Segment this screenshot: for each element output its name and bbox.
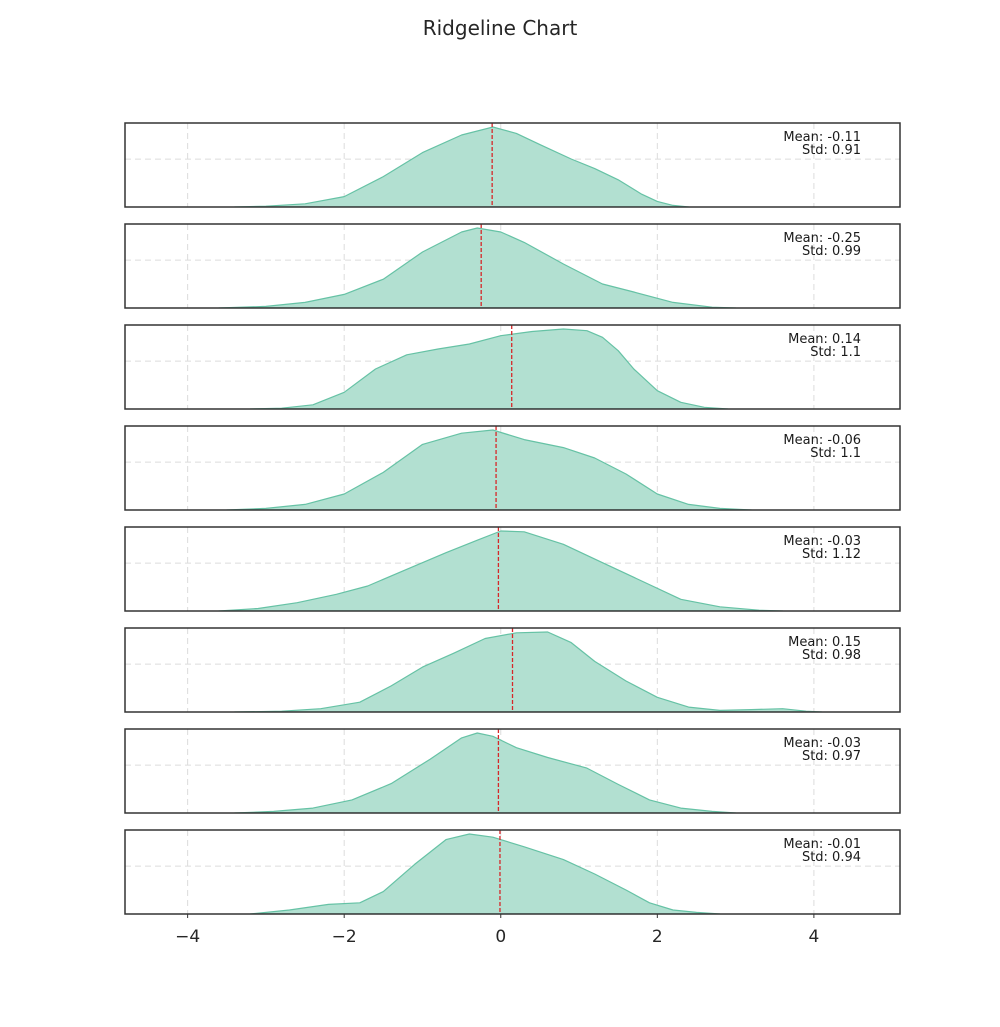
std-label: Std: 1.12 bbox=[802, 547, 861, 562]
chart-title: Ridgeline Chart bbox=[422, 16, 578, 40]
std-label: Std: 0.91 bbox=[802, 143, 861, 158]
std-label: Std: 0.98 bbox=[802, 648, 861, 663]
panel-frame bbox=[124, 728, 901, 814]
x-tick-label: −2 bbox=[332, 927, 357, 947]
density-area bbox=[218, 530, 784, 611]
density-area bbox=[234, 732, 737, 813]
panel-frame bbox=[124, 627, 901, 713]
mean-label: Mean: -0.03 bbox=[783, 736, 861, 751]
mean-label: Mean: -0.06 bbox=[783, 433, 861, 448]
mean-label: Mean: -0.03 bbox=[783, 534, 861, 549]
panel-frame bbox=[124, 122, 901, 208]
panel-frame bbox=[124, 324, 901, 410]
panel-frame bbox=[124, 425, 901, 511]
mean-label: Mean: -0.11 bbox=[783, 130, 861, 145]
mean-label: Mean: -0.01 bbox=[783, 837, 861, 852]
panel-frame bbox=[124, 526, 901, 612]
std-label: Std: 0.94 bbox=[802, 850, 861, 865]
panel-frame bbox=[124, 829, 901, 915]
x-tick-label: −4 bbox=[175, 927, 200, 947]
x-tick-label: 2 bbox=[652, 927, 663, 947]
panel-frame bbox=[124, 223, 901, 309]
density-area bbox=[234, 631, 823, 712]
density-area bbox=[226, 429, 752, 510]
x-tick-label: 4 bbox=[808, 927, 819, 947]
std-label: Std: 0.97 bbox=[802, 749, 861, 764]
mean-label: Mean: 0.14 bbox=[788, 332, 861, 347]
std-label: Std: 1.1 bbox=[810, 345, 861, 360]
mean-label: Mean: -0.25 bbox=[783, 231, 861, 246]
density-area bbox=[249, 833, 721, 914]
density-area bbox=[249, 328, 729, 409]
x-tick-label: 0 bbox=[495, 927, 506, 947]
density-area bbox=[218, 227, 737, 308]
std-label: Std: 0.99 bbox=[802, 244, 861, 259]
density-area bbox=[234, 126, 690, 207]
mean-label: Mean: 0.15 bbox=[788, 635, 861, 650]
std-label: Std: 1.1 bbox=[810, 446, 861, 461]
